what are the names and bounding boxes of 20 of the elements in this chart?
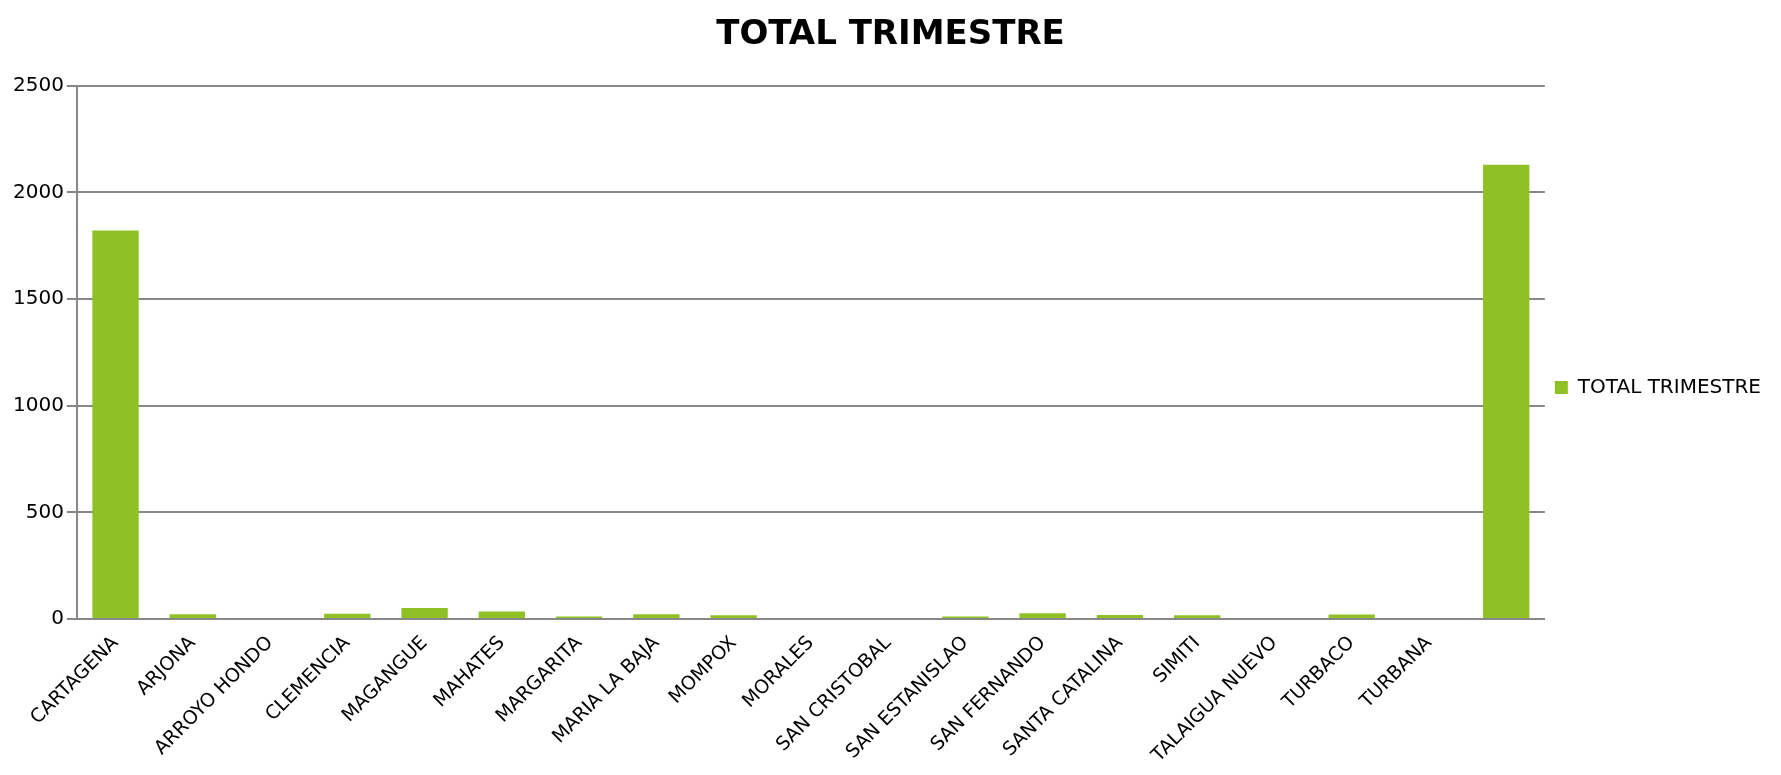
bar xyxy=(401,607,448,618)
bar xyxy=(324,613,371,618)
legend-label: TOTAL TRIMESTRE xyxy=(1576,373,1761,398)
chart-title: TOTAL TRIMESTRE xyxy=(716,12,1065,53)
bar xyxy=(92,230,139,618)
bar xyxy=(710,615,757,618)
y-tick-label: 1000 xyxy=(12,391,64,416)
bar xyxy=(1328,614,1375,618)
y-tick-label: 0 xyxy=(51,605,64,630)
bar xyxy=(169,614,216,618)
y-tick-label: 2000 xyxy=(12,178,64,203)
y-tick-label: 1500 xyxy=(12,285,64,310)
y-tick-label: 2500 xyxy=(12,72,64,96)
y-tick-label: 500 xyxy=(25,498,64,523)
bar xyxy=(478,611,526,618)
bar xyxy=(633,614,680,618)
bar xyxy=(1483,164,1530,618)
bar xyxy=(1096,614,1144,618)
bar xyxy=(1174,615,1221,618)
bar xyxy=(1019,613,1066,618)
